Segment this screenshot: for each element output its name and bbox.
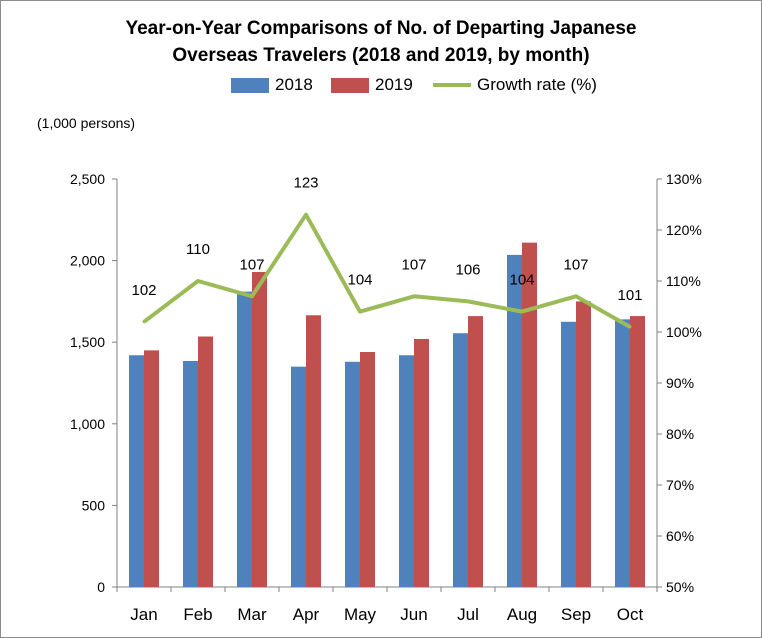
y-axis-unit-label: (1,000 persons) [37,115,136,131]
x-tick-label: Jul [457,605,479,624]
y2-tick-label: 80% [666,426,694,442]
x-tick-label: Mar [237,605,267,624]
growth-rate-point [628,325,632,329]
x-tick-label: Sep [561,605,591,624]
y-tick-label: 0 [97,579,105,595]
legend-swatch-2019 [331,77,369,93]
bar-2019-aug [522,242,537,587]
growth-rate-data-label: 107 [239,256,264,273]
growth-rate-data-label: 106 [455,261,480,278]
x-tick-label: Oct [617,605,644,624]
y-tick-label: 2,500 [70,171,105,187]
bar-2018-apr [291,366,306,587]
bar-2019-oct [630,316,645,587]
bar-2019-apr [306,315,321,587]
x-tick-label: May [344,605,377,624]
bar-2019-feb [198,336,213,587]
bar-2019-sep [576,301,591,587]
legend-item-2019: 2019 [331,75,413,95]
growth-rate-point [196,279,200,283]
growth-rate-point [358,310,362,314]
x-tick-label: Aug [507,605,537,624]
bar-2018-jan [129,355,144,587]
legend-label-2019: 2019 [375,75,413,94]
legend-label-2018: 2018 [275,75,313,94]
growth-rate-line [142,212,631,329]
legend-item-2018: 2018 [231,75,313,95]
bar-2019-may [360,351,375,587]
legend-item-growth: Growth rate (%) [433,75,597,95]
growth-rate-data-label: 101 [617,287,642,304]
growth-rate-data-label: 110 [186,241,210,258]
growth-rate-point [466,299,470,303]
x-tick-label: Apr [293,605,320,624]
growth-rate-data-label: 104 [509,272,534,289]
x-tick-label: Feb [183,605,212,624]
y-tick-label: 1,000 [70,416,105,432]
growth-rate-data-label: 107 [563,256,588,273]
y2-tick-label: 110% [666,273,701,289]
growth-rate-data-label: 107 [401,256,426,273]
y2-tick-label: 90% [666,375,694,391]
chart-title-line2: Overseas Travelers (2018 and 2019, by mo… [172,45,590,66]
bar-2019-jan [144,350,159,587]
bar-2018-jul [453,333,468,587]
y2-tick-label: 50% [666,579,694,595]
bar-2019-mar [252,272,267,587]
growth-rate-point [304,213,308,217]
growth-rate-point [520,310,524,314]
bar-2018-sep [561,321,576,587]
y2-tick-label: 60% [666,528,694,544]
y2-tick-label: 100% [666,324,702,340]
growth-rate-point [142,320,146,324]
bar-2018-jun [399,355,414,587]
y-tick-label: 2,000 [70,253,105,269]
legend-swatch-2018 [231,77,269,93]
chart-title-line1: Year-on-Year Comparisons of No. of Depar… [125,18,637,39]
growth-rate-point [250,294,254,298]
legend-label-growth: Growth rate (%) [477,75,597,94]
growth-rate-point [574,294,578,298]
bar-2018-mar [237,291,252,587]
y2-tick-label: 70% [666,477,694,493]
x-tick-label: Jun [400,605,427,624]
bar-2019-jul [468,316,483,587]
bar-2018-may [345,361,360,587]
bar-2018-aug [507,254,522,587]
growth-rate-point [412,294,416,298]
y2-tick-label: 120% [666,222,702,238]
chart-title: Year-on-Year Comparisons of No. of Depar… [1,15,761,69]
legend-line-growth [433,83,471,87]
bar-2019-jun [414,338,429,587]
growth-rate-data-label: 104 [347,272,372,289]
x-tick-label: Jan [130,605,157,624]
bar-2018-feb [183,360,198,587]
bar-2018-oct [615,319,630,587]
growth-rate-data-label: 102 [131,282,156,299]
growth-rate-data-label: 123 [293,175,318,192]
y-tick-label: 1,500 [70,334,105,350]
chart-legend: 2018 2019 Growth rate (%) [1,75,761,99]
y-tick-label: 500 [82,497,106,513]
y2-tick-label: 130% [666,171,702,187]
